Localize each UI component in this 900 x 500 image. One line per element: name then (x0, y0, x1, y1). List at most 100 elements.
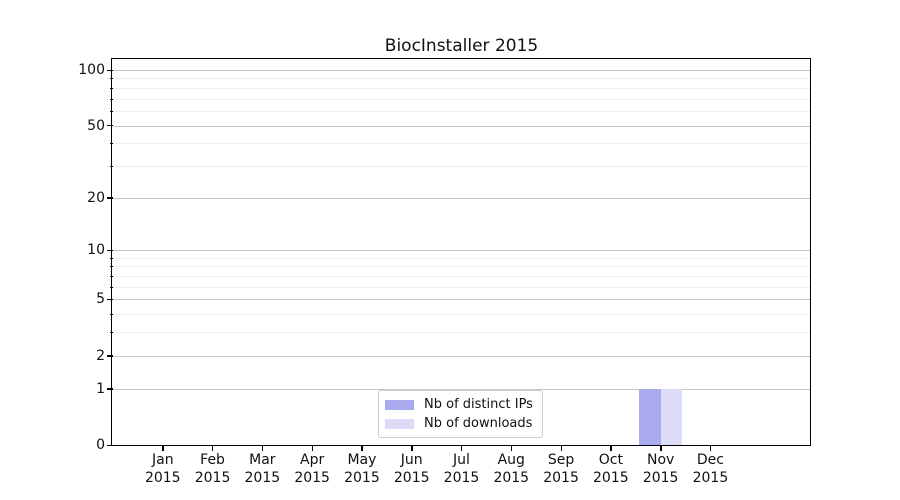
x-axis-tick-label-line: 2015 (294, 469, 330, 486)
x-axis-tick-label-line: 2015 (194, 469, 231, 486)
x-axis-tick (560, 446, 562, 451)
x-axis-tick-label-line: Oct (598, 452, 623, 468)
x-axis-tick-label: May 2015 (330, 452, 394, 487)
x-axis-tick (261, 446, 264, 451)
y-axis-minor-tick (110, 98, 113, 100)
gridline-minor (113, 78, 810, 80)
x-axis-tick-label-line: Jan (151, 452, 174, 468)
x-axis-tick (660, 446, 662, 451)
y-axis-tick (107, 444, 113, 446)
legend-label: Nb of distinct IPs (424, 397, 533, 412)
legend-row: Nb of downloads (385, 416, 533, 431)
y-axis-tick-label: 100 (78, 62, 105, 78)
x-axis-tick-label-line: Jul (453, 452, 470, 468)
x-axis-tick (162, 446, 164, 451)
gridline-minor (113, 98, 810, 100)
x-axis-tick-label-line: Sep (547, 452, 575, 468)
x-axis-tick (510, 446, 513, 451)
x-axis-tick-label: Jul 2015 (430, 452, 494, 487)
legend: Nb of distinct IPs Nb of downloads (378, 390, 543, 438)
x-axis-tick (361, 446, 363, 451)
x-axis-tick-label-line: Aug (497, 452, 525, 468)
x-axis-tick-label-line: 2015 (593, 469, 629, 486)
y-axis-tick (107, 355, 113, 357)
x-axis-tick-label: Oct 2015 (579, 452, 643, 487)
gridline-minor (113, 143, 810, 145)
bar-layer (113, 60, 810, 445)
y-axis-minor-tick (110, 87, 113, 89)
x-axis-tick-label-line: May (347, 452, 377, 468)
x-axis-tick-label-line: 2015 (543, 469, 579, 486)
y-axis-tick-label: 50 (87, 117, 105, 134)
gridline-minor (113, 332, 810, 334)
y-axis-minor-tick (110, 286, 113, 288)
bar-nb-of-downloads-nov-2015 (660, 388, 683, 445)
y-axis-tick-label: 1 (96, 380, 105, 397)
y-axis-minor-tick (110, 165, 113, 167)
x-axis-tick (212, 446, 214, 451)
x-axis-tick-label: Nov 2015 (629, 452, 693, 487)
y-axis-tick-label: 10 (87, 242, 105, 259)
x-axis-tick-label: Apr 2015 (280, 452, 344, 487)
y-axis-tick (107, 125, 113, 127)
y-axis-minor-tick (110, 110, 113, 112)
x-axis-tick-label-line: Jun (400, 452, 423, 468)
gridline-major (113, 250, 810, 252)
y-axis-tick (107, 197, 113, 199)
gridline-minor (113, 314, 810, 316)
y-axis-tick-label: 2 (96, 347, 105, 364)
x-axis-tick (610, 446, 612, 451)
y-axis-tick-label: 0 (96, 437, 105, 453)
gridline-minor (113, 110, 810, 112)
gridline-major (113, 388, 810, 390)
y-axis-tick (107, 69, 113, 71)
gridline-minor (113, 276, 810, 278)
gridline-major (113, 299, 810, 301)
y-axis-minor-tick (110, 332, 113, 334)
x-axis-tick-label-line: Dec (696, 452, 724, 468)
legend-row: Nb of distinct IPs (385, 397, 533, 412)
gridline-minor (113, 266, 810, 268)
x-axis-tick-label: Dec 2015 (678, 452, 742, 487)
y-axis-tick (107, 249, 113, 252)
y-axis-minor-tick (110, 276, 113, 278)
x-axis-tick-label: Jan 2015 (131, 452, 195, 487)
legend-label: Nb of downloads (424, 416, 533, 431)
y-axis-tick (107, 298, 113, 301)
y-axis-tick-label: 5 (96, 291, 105, 308)
grid-layer (113, 60, 810, 445)
x-axis-tick-label-line: Feb (200, 452, 225, 468)
x-axis-tick-label-line: 2015 (692, 469, 729, 486)
bar-nb-of-distinct-ips-nov-2015 (639, 388, 661, 445)
x-axis-tick-label: Aug 2015 (479, 452, 543, 487)
y-axis-minor-tick (110, 78, 113, 80)
y-axis-tick-label: 20 (87, 189, 105, 206)
x-axis-tick (461, 446, 463, 451)
x-axis-tick-label-line: Nov (646, 452, 675, 468)
x-axis-tick-label-line: 2015 (344, 469, 380, 486)
legend-swatch-nb-of-distinct-ips (385, 399, 414, 410)
gridline-major (113, 355, 810, 357)
y-axis-tick (107, 388, 113, 390)
x-axis-tick-label-line: 2015 (443, 469, 480, 486)
x-axis-tick-label: Mar 2015 (230, 452, 294, 487)
x-axis-tick-label-line: 2015 (244, 469, 281, 486)
y-axis-minor-tick (110, 266, 113, 268)
x-axis-tick-label: Sep 2015 (529, 452, 593, 487)
x-axis-tick-label: Jun 2015 (380, 452, 444, 487)
gridline-major (113, 125, 810, 127)
x-axis-tick (709, 446, 712, 451)
y-axis-minor-tick (110, 143, 113, 145)
x-axis-tick-label-line: 2015 (144, 469, 181, 486)
chart-title: BiocInstaller 2015 (384, 36, 539, 56)
gridline-minor (113, 257, 810, 259)
y-axis-minor-tick (110, 257, 113, 259)
x-axis-tick-label-line: 2015 (642, 469, 679, 486)
x-axis-tick (411, 446, 413, 451)
gridline-major (113, 197, 810, 199)
x-axis-tick-label: Feb 2015 (181, 452, 245, 487)
gridline-major (113, 70, 810, 71)
x-axis-tick-label-line: 2015 (493, 469, 530, 486)
x-axis-tick (311, 446, 314, 451)
